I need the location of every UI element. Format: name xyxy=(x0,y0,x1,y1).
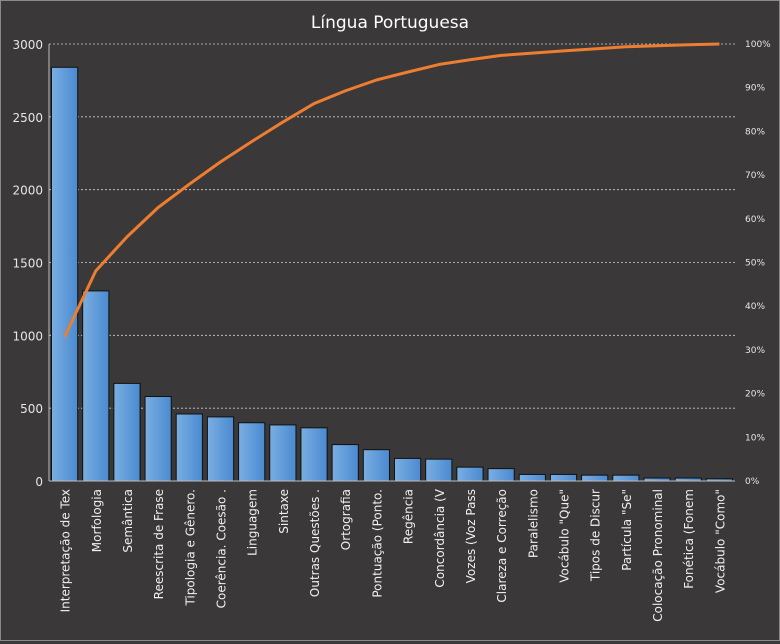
x-tick-label: Vocábulo "Como" xyxy=(713,489,727,593)
x-tick-label: Pontuação (Ponto. xyxy=(370,489,384,598)
bar xyxy=(301,428,327,481)
bar xyxy=(582,475,608,481)
bar xyxy=(488,469,514,481)
bar xyxy=(239,423,265,481)
bar xyxy=(51,67,77,481)
y-tick-label: 2000 xyxy=(12,184,43,198)
y-tick-label: 0 xyxy=(35,475,43,489)
x-tick-label: Reescrita de Frase xyxy=(152,489,166,599)
x-tick-label: Morfologia xyxy=(90,489,104,552)
y2-tick-label: 100% xyxy=(745,40,771,50)
bar xyxy=(114,383,140,481)
x-tick-label: Interpretação de Tex xyxy=(59,489,73,612)
bar xyxy=(176,414,202,481)
x-tick-label: Semântica xyxy=(121,489,135,553)
x-tick-label: Tipos de Discur xyxy=(589,489,603,582)
x-tick-label: Coerência. Coesão . xyxy=(215,489,229,608)
y2-tick-label: 50% xyxy=(745,259,765,269)
bar xyxy=(519,474,545,481)
bar xyxy=(83,291,109,481)
x-tick-label: Colocação Pronominal xyxy=(651,489,665,622)
cumulative-line xyxy=(65,44,720,337)
x-tick-label: Partícula "Se" xyxy=(620,489,634,571)
y-tick-label: 2500 xyxy=(12,111,43,125)
x-tick-label: Concordância (V xyxy=(433,488,447,587)
x-tick-label: Vozes (Voz Pass xyxy=(464,489,478,583)
chart-title: Língua Portuguesa xyxy=(311,13,469,33)
y-tick-label: 500 xyxy=(20,402,43,416)
y2-tick-label: 10% xyxy=(745,433,765,443)
y2-tick-label: 90% xyxy=(745,84,765,94)
x-tick-label: Ortografia xyxy=(339,489,353,550)
x-tick-label: Regência xyxy=(402,489,416,544)
bar xyxy=(363,450,389,481)
y2-tick-label: 70% xyxy=(745,171,765,181)
y-tick-label: 3000 xyxy=(12,38,43,52)
bar xyxy=(457,467,483,481)
y-tick-label: 1000 xyxy=(12,329,43,343)
x-tick-label: Linguagem xyxy=(246,489,260,556)
x-tick-label: Outras Questões . xyxy=(308,489,322,597)
x-tick-label: Sintaxe xyxy=(277,489,291,534)
bar xyxy=(550,474,576,481)
y2-tick-label: 40% xyxy=(745,302,765,312)
y-tick-label: 1500 xyxy=(12,257,43,271)
bar xyxy=(426,459,452,481)
bar xyxy=(613,475,639,481)
x-tick-label: Tipologia e Gênero. xyxy=(183,489,197,607)
x-tick-label: Fonética (Fonem xyxy=(682,489,696,589)
y2-tick-label: 60% xyxy=(745,215,765,225)
x-tick-label: Paralelismo xyxy=(526,489,540,558)
y2-tick-label: 80% xyxy=(745,127,765,137)
y2-tick-label: 20% xyxy=(745,390,765,400)
y2-tick-label: 30% xyxy=(745,346,765,356)
bar xyxy=(145,397,171,481)
bar xyxy=(394,458,420,481)
y2-tick-label: 0% xyxy=(745,477,760,487)
x-tick-label: Clareza e Correção xyxy=(495,489,509,603)
bar xyxy=(207,417,233,481)
bar xyxy=(332,445,358,481)
x-tick-label: Vocábulo "Que" xyxy=(558,489,572,583)
bar xyxy=(270,425,296,481)
